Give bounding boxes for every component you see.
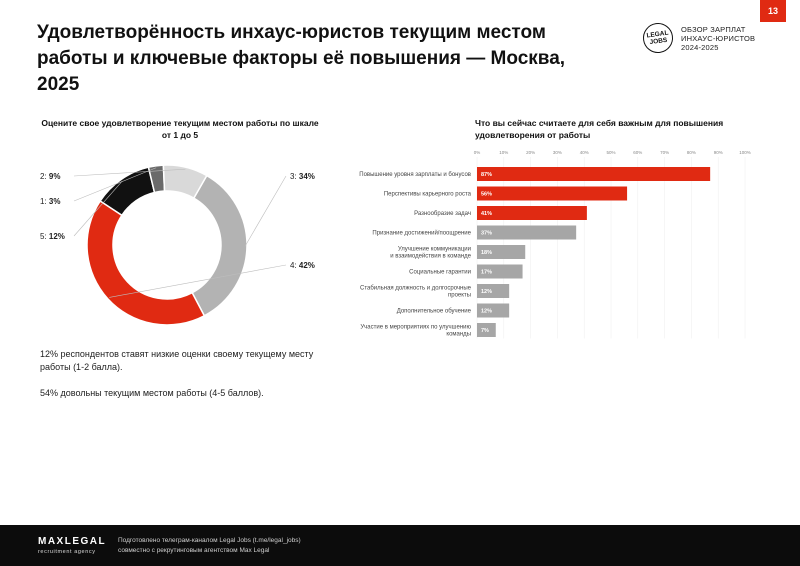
x-tick-label: 30% — [553, 150, 562, 155]
bar-chart-title: Что вы сейчас считаете для себя важным д… — [475, 118, 724, 140]
legal-jobs-logo: LEGAL JOBS — [641, 21, 675, 55]
brand-line-1: ОБЗОР ЗАРПЛАТ — [681, 24, 746, 34]
donut-slice-4 — [86, 199, 206, 326]
donut-chart-title: Оцените свое удовлетворение текущим мест… — [41, 118, 319, 140]
bar-value-label-5: 17% — [481, 270, 492, 276]
page-title: Удовлетворённость инхаус-юристов текущим… — [37, 22, 566, 95]
donut-slice-3 — [191, 174, 248, 317]
bar-2 — [477, 206, 587, 220]
x-tick-label: 20% — [526, 150, 535, 155]
maxlegal-logo: MAXLEGAL — [38, 536, 107, 547]
note-satisfied: 54% довольны текущим местом работы (4-5 … — [40, 388, 264, 398]
donut-chart: 3: 34% 4: 42% 5: 12% 1: 3% 2: 9% — [40, 164, 315, 326]
bar-category-label-7: Дополнительное обучение — [397, 309, 472, 315]
bar-category-label-1: Перспективы карьерного роста — [384, 192, 472, 198]
donut-label-3: 3: 34% — [290, 172, 315, 181]
donut-leader-4 — [109, 264, 287, 298]
x-tick-label: 100% — [739, 150, 751, 155]
bar-5 — [477, 264, 523, 279]
donut-leader-3 — [244, 175, 287, 247]
brand-line-3: 2024-2025 — [681, 42, 719, 52]
bar-0 — [477, 167, 711, 181]
bar-chart: 0% 10% 20% 30% 40% 50% 60% 70% 80% 90% 100% 87% Повы… — [359, 150, 751, 339]
brand-text: ОБЗОР ЗАРПЛАТ ИНХАУС-ЮРИСТОВ 2024-2025 — [681, 25, 755, 52]
bar-category-label-5: Социальные гарантии — [409, 270, 471, 276]
footer-credits-line-1: Подготовлено телеграм-каналом Legal Jobs… — [118, 537, 301, 544]
bar-category-label-2: Разнообразие задач — [414, 211, 471, 217]
page-number: 13 — [760, 0, 786, 22]
bar-1 — [477, 186, 628, 201]
x-tick-label: 70% — [660, 150, 669, 155]
donut-label-1: 1: 3% — [40, 197, 60, 206]
brand-line-2: ИНХАУС-ЮРИСТОВ — [681, 33, 756, 43]
footer-credits-line-2: совместно с рекрутинговым агентством Max… — [118, 547, 270, 554]
x-tick-label: 90% — [714, 150, 723, 155]
logo-line-2: JOBS — [649, 36, 668, 47]
bar-value-label-8: 7% — [481, 328, 489, 334]
x-tick-label: 10% — [499, 150, 508, 155]
notes: 12% респондентов ставят низкие оценки св… — [40, 348, 340, 413]
note-low-scores: 12% респондентов ставят низкие оценки св… — [40, 349, 314, 372]
x-tick-label: 80% — [687, 150, 696, 155]
footer: MAXLEGAL recruitment agency Подготовлено… — [0, 525, 800, 566]
bar-category-label-8: Участие в мероприятиях по улучшению коман… — [360, 324, 471, 337]
donut-slice-2 — [162, 164, 208, 200]
bar-category-label-3: Признание достижений/поощрение — [372, 230, 471, 237]
bar-7 — [477, 303, 510, 318]
bar-value-label-6: 12% — [481, 289, 492, 295]
bar-4 — [477, 245, 526, 259]
bar-value-label-3: 37% — [481, 231, 492, 237]
bar-value-label-7: 12% — [481, 309, 492, 315]
x-tick-label: 40% — [580, 150, 589, 155]
bar-8 — [477, 323, 496, 337]
donut-label-2: 2: 9% — [40, 172, 60, 181]
bar-category-label-4: Улучшение коммуникации и взаимодействия в… — [390, 246, 471, 259]
bar-3 — [477, 225, 577, 240]
donut-leader-1 — [73, 167, 157, 202]
x-tick-label: 50% — [606, 150, 615, 155]
maxlegal-logo-subtitle: recruitment agency — [38, 549, 96, 555]
bar-value-label-2: 41% — [481, 211, 492, 217]
bar-category-label-0: Повышение уровня зарплаты и бонусов — [359, 172, 471, 178]
bar-category-label-6: Стабильная должность и долгосрочные проек… — [360, 285, 472, 298]
bar-value-label-0: 87% — [481, 172, 492, 178]
donut-label-5: 5: 12% — [40, 232, 65, 241]
footer-credits: Подготовлено телеграм-каналом Legal Jobs… — [118, 536, 301, 556]
bar-value-label-4: 18% — [481, 250, 492, 256]
donut-label-4: 4: 42% — [290, 261, 315, 270]
donut-leader-2 — [73, 168, 186, 177]
bar-6 — [477, 284, 510, 298]
x-tick-label: 60% — [633, 150, 642, 155]
brand-block: LEGAL JOBS ОБЗОР ЗАРПЛАТ ИНХАУС-ЮРИСТОВ … — [641, 21, 755, 55]
bar-value-label-1: 56% — [481, 192, 492, 198]
donut-leader-5 — [73, 180, 123, 237]
x-tick-label: 0% — [474, 150, 481, 155]
